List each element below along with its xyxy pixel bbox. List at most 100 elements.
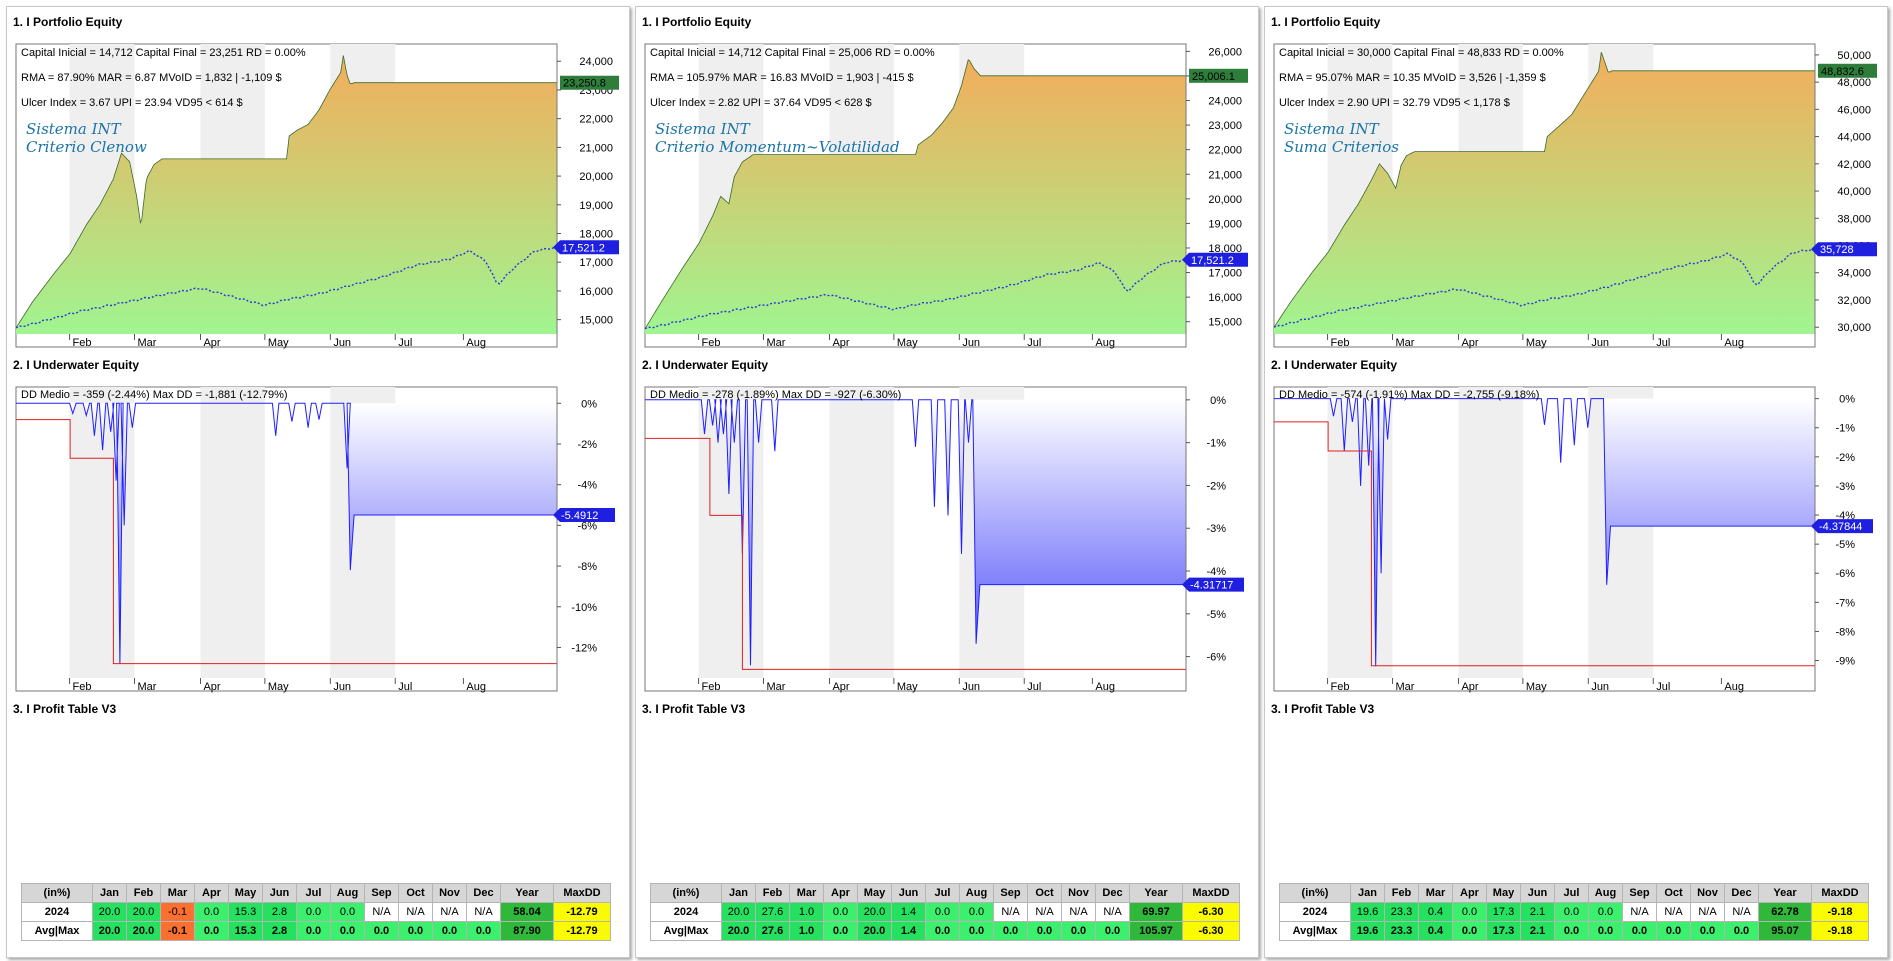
x-tick-label: Feb xyxy=(702,681,721,693)
section-title-underwater: 2. I Underwater Equity xyxy=(1271,358,1397,372)
profit-table-header: (in%) Jan Feb Mar Apr May Jun Jul Aug Sep Oct Nov De… xyxy=(21,883,611,903)
profit-cell: 20.0 xyxy=(92,921,127,941)
x-tick-label: Jun xyxy=(962,681,980,693)
equity-stats-line: Capital Inicial = 14,712 Capital Final =… xyxy=(21,47,306,59)
header-cell: Aug xyxy=(1588,883,1623,903)
month-band xyxy=(829,387,894,678)
y-tick-label: 0% xyxy=(1210,395,1226,407)
y-tick-label: 16,000 xyxy=(1208,292,1242,304)
x-tick-label: Aug xyxy=(1095,681,1115,693)
section-title-equity: 1. I Portfolio Equity xyxy=(1271,15,1381,29)
y-tick-label: 15,000 xyxy=(579,315,613,327)
profit-cell: N/A xyxy=(1027,902,1062,922)
profit-cell: 17.3 xyxy=(1486,902,1521,922)
x-tick-label: May xyxy=(268,681,289,693)
profit-cell: -0.1 xyxy=(160,921,195,941)
header-cell: Jul xyxy=(925,883,960,903)
header-cell: Jun xyxy=(1520,883,1555,903)
header-cell: Aug xyxy=(959,883,994,903)
x-tick-label: Mar xyxy=(766,681,785,693)
x-tick-label: Mar xyxy=(137,337,156,349)
drawdown-value-label: -4.31717 xyxy=(1190,580,1233,592)
equity-stats-line: Ulcer Index = 2.90 UPI = 32.79 VD95 < 1,… xyxy=(1279,97,1510,109)
profit-cell: -9.18 xyxy=(1811,902,1869,922)
drawdown-stats: DD Medio = -574 (-1.91%) Max DD = -2,755… xyxy=(1279,389,1539,401)
profit-cell: N/A xyxy=(1724,902,1759,922)
y-tick-label: 21,000 xyxy=(579,142,613,154)
y-tick-label: 21,000 xyxy=(1208,169,1242,181)
profit-cell: 0.0 xyxy=(398,921,433,941)
profit-cell: 20.0 xyxy=(126,921,161,941)
section-title-profit: 3. I Profit Table V3 xyxy=(13,702,116,716)
benchmark-line xyxy=(644,258,1187,330)
profit-cell: 0.0 xyxy=(330,902,365,922)
header-cell: Year xyxy=(500,883,554,903)
drawdown-value-tag xyxy=(1182,577,1244,592)
drawdown-stats: DD Medio = -359 (-2.44%) Max DD = -1,881… xyxy=(21,389,288,401)
x-tick-label: May xyxy=(268,337,289,349)
header-cell: Sep xyxy=(364,883,399,903)
y-tick-label: 17,000 xyxy=(579,257,613,269)
panel-1-profit-table: (in%) Jan Feb Mar Apr May Jun Jul Aug Sep Oct Nov De… xyxy=(21,883,611,941)
header-cell: Jan xyxy=(92,883,127,903)
header-cell: Mar xyxy=(789,883,824,903)
profit-cell: 17.3 xyxy=(1486,921,1521,941)
max-drawdown-line xyxy=(645,437,1186,670)
x-tick-label: Feb xyxy=(1331,337,1350,349)
profit-cell: 0.0 xyxy=(1588,921,1623,941)
profit-cell: N/A xyxy=(364,902,399,922)
profit-table-row: Avg|Max 20.0 27.6 1.0 0.0 20.0 1.4 0.0 0.0 0.0 0.0… xyxy=(650,921,1240,941)
y-tick-label: -1% xyxy=(1835,423,1855,435)
equity-value-label: 25,006.1 xyxy=(1192,71,1235,83)
equity-line xyxy=(15,55,557,329)
drawdown-value-label: -5.4912 xyxy=(561,510,598,522)
equity-stats-line: RMA = 105.97% MAR = 16.83 MVoID = 1,903 … xyxy=(650,72,914,84)
y-tick-label: 19,000 xyxy=(579,200,613,212)
y-tick-label: 26,000 xyxy=(1208,46,1242,58)
profit-cell: 19.6 xyxy=(1350,921,1385,941)
header-cell: Feb xyxy=(755,883,790,903)
y-tick-label: 46,000 xyxy=(1837,104,1871,116)
profit-cell: 1.4 xyxy=(891,902,926,922)
y-tick-label: 15,000 xyxy=(1208,317,1242,329)
x-tick-label: Mar xyxy=(1395,337,1414,349)
header-cell: Feb xyxy=(1384,883,1419,903)
x-tick-label: Jun xyxy=(333,337,351,349)
system-annotation: Suma Criterios xyxy=(1284,138,1399,156)
profit-cell: -12.79 xyxy=(553,902,611,922)
y-tick-label: -1% xyxy=(1206,438,1226,450)
profit-cell: 0.0 xyxy=(1452,902,1487,922)
profit-cell: 0.0 xyxy=(1027,921,1062,941)
profit-table-header: (in%) Jan Feb Mar Apr May Jun Jul Aug Sep Oct Nov De… xyxy=(650,883,1240,903)
y-tick-label: -3% xyxy=(1835,481,1855,493)
drawdown-line xyxy=(16,402,557,664)
header-cell: Aug xyxy=(330,883,365,903)
header-cell: MaxDD xyxy=(553,883,611,903)
panel-1-svg: 1. I Portfolio Equity 2. I Underwater Equ… xyxy=(13,15,619,716)
profit-cell: 0.0 xyxy=(1724,921,1759,941)
equity-stats-line: Ulcer Index = 2.82 UPI = 37.64 VD95 < 62… xyxy=(650,97,872,109)
y-tick-label: -2% xyxy=(1206,480,1226,492)
profit-cell: 1.4 xyxy=(891,921,926,941)
drawdown-value-tag xyxy=(553,508,615,522)
x-tick-label: Mar xyxy=(766,337,785,349)
profit-cell: 0.0 xyxy=(194,902,229,922)
max-drawdown-line xyxy=(16,419,557,665)
profit-cell: N/A xyxy=(993,902,1028,922)
profit-cell: 0.0 xyxy=(1622,921,1657,941)
profit-cell: 0.0 xyxy=(1095,921,1130,941)
header-cell: Dec xyxy=(466,883,501,903)
header-cell: (in%) xyxy=(650,883,722,903)
y-tick-label: 23,000 xyxy=(1208,120,1242,132)
x-tick-label: Apr xyxy=(1461,337,1478,349)
equity-stats-line: Capital Inicial = 30,000 Capital Final =… xyxy=(1279,47,1564,59)
header-cell: Jun xyxy=(262,883,297,903)
y-tick-label: 42,000 xyxy=(1837,159,1871,171)
header-cell: (in%) xyxy=(1279,883,1351,903)
section-title-underwater: 2. I Underwater Equity xyxy=(13,358,139,372)
x-tick-label: Feb xyxy=(1331,681,1350,693)
header-cell: Apr xyxy=(823,883,858,903)
profit-cell: 0.0 xyxy=(823,902,858,922)
y-tick-label: 0% xyxy=(1839,394,1855,406)
x-tick-label: Aug xyxy=(466,681,486,693)
